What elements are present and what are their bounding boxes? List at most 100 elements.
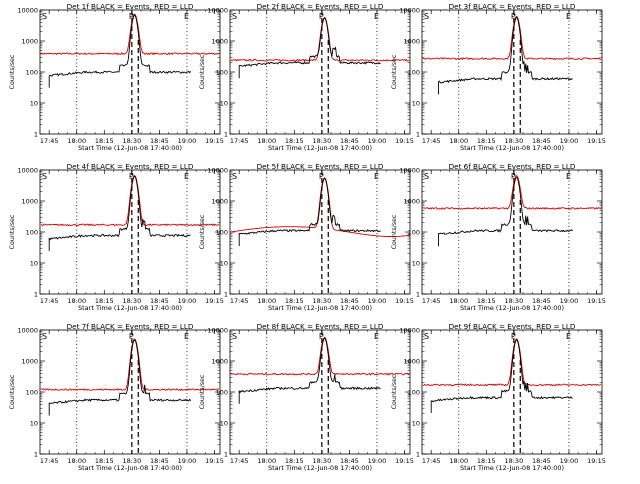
marker-label: E <box>566 12 571 21</box>
x-axis-label: Start Time (12-Jun-08 17:40:00) <box>78 304 182 312</box>
marker-label: S <box>42 172 47 181</box>
y-tick-label: 100 <box>408 389 420 397</box>
x-tick-label: 18:15 <box>95 297 114 305</box>
x-tick-label: 19:00 <box>178 297 197 305</box>
detector-panel: Det 5f BLACK = Events, RED = LLD 1 10 100 10… <box>199 162 414 312</box>
x-tick-label: 18:00 <box>257 297 276 305</box>
events-series-line <box>238 17 381 79</box>
panel-title: Det 5f BLACK = Events, RED = LLD <box>257 162 384 171</box>
y-tick-label: 10 <box>412 260 420 268</box>
x-tick-label: 17:45 <box>40 457 59 465</box>
x-tick-label: 19:15 <box>395 297 414 305</box>
y-tick-label: 10 <box>30 260 38 268</box>
y-tick-label: 10 <box>412 100 420 108</box>
x-tick-label: 19:15 <box>587 297 606 305</box>
detector-panel: Det 6f BLACK = Events, RED = LLD 1 10 100 10… <box>391 162 606 312</box>
marker-label: S <box>424 12 429 21</box>
x-tick-label: 18:30 <box>122 137 141 145</box>
x-tick-label: 18:15 <box>285 457 304 465</box>
y-tick-label: 100 <box>408 69 420 77</box>
y-tick-label: 10000 <box>207 327 228 335</box>
x-axis-label: Start Time (12-Jun-08 17:40:00) <box>78 464 182 472</box>
x-tick-label: 18:15 <box>477 297 496 305</box>
y-axis-label: Counts/sec <box>9 214 16 249</box>
x-tick-label: 18:45 <box>150 457 169 465</box>
x-tick-label: 18:00 <box>257 457 276 465</box>
detector-panel: Det 7f BLACK = Events, RED = LLD 1 10 100 10… <box>9 322 224 472</box>
marker-label: E <box>184 332 189 341</box>
marker-label: P <box>129 12 134 21</box>
y-tick-label: 10 <box>220 100 228 108</box>
y-tick-label: 10000 <box>399 327 420 335</box>
y-tick-label: 100 <box>26 69 38 77</box>
x-tick-label: 18:45 <box>532 297 551 305</box>
marker-label: E <box>566 172 571 181</box>
x-tick-label: 19:15 <box>205 457 224 465</box>
marker-label: P <box>319 12 324 21</box>
x-tick-label: 17:45 <box>422 137 441 145</box>
x-tick-label: 18:30 <box>312 137 331 145</box>
marker-label: P <box>319 172 324 181</box>
x-tick-label: 19:15 <box>587 137 606 145</box>
detector-panel: Det 8f BLACK = Events, RED = LLD 1 10 100 10… <box>199 322 414 472</box>
y-tick-label: 100 <box>216 389 228 397</box>
x-tick-label: 17:45 <box>422 457 441 465</box>
detector-panel: Det 9f BLACK = Events, RED = LLD 1 10 100 10… <box>391 322 606 472</box>
marker-label: P <box>319 332 324 341</box>
detector-panel: Det 1f BLACK = Events, RED = LLD 1 10 100 10… <box>9 2 224 152</box>
y-tick-label: 1000 <box>403 38 420 46</box>
y-tick-label: 10000 <box>399 167 420 175</box>
x-tick-label: 19:15 <box>587 457 606 465</box>
y-axis-label: Counts/sec <box>391 54 398 89</box>
detector-panel: Det 3f BLACK = Events, RED = LLD 1 10 100 10… <box>391 2 606 152</box>
x-tick-label: 18:30 <box>504 137 523 145</box>
y-tick-label: 10 <box>220 260 228 268</box>
lld-series-line <box>422 338 602 387</box>
x-tick-label: 17:45 <box>230 457 249 465</box>
panel-title: Det 7f BLACK = Events, RED = LLD <box>67 322 194 331</box>
x-tick-label: 18:00 <box>257 137 276 145</box>
x-tick-label: 18:15 <box>285 137 304 145</box>
x-tick-label: 18:30 <box>504 297 523 305</box>
x-tick-label: 19:00 <box>560 137 579 145</box>
marker-label: S <box>232 12 237 21</box>
panel-title: Det 6f BLACK = Events, RED = LLD <box>449 162 576 171</box>
x-tick-label: 19:00 <box>368 297 387 305</box>
y-tick-label: 1 <box>416 451 420 459</box>
y-tick-label: 1 <box>224 451 228 459</box>
y-tick-label: 10000 <box>207 167 228 175</box>
y-tick-label: 1 <box>224 131 228 139</box>
marker-label: S <box>42 12 47 21</box>
x-tick-label: 18:45 <box>340 457 359 465</box>
y-axis-label: Counts/sec <box>199 54 206 89</box>
events-series-line <box>438 176 573 247</box>
plot-frame <box>229 9 411 135</box>
x-tick-label: 18:45 <box>340 297 359 305</box>
y-tick-label: 1000 <box>211 38 228 46</box>
x-tick-label: 18:00 <box>67 137 86 145</box>
marker-label: E <box>374 172 379 181</box>
y-tick-label: 1000 <box>21 38 38 46</box>
marker-label: P <box>511 172 516 181</box>
y-tick-label: 1000 <box>211 198 228 206</box>
marker-label: P <box>511 332 516 341</box>
x-tick-label: 19:00 <box>178 137 197 145</box>
events-series-line <box>238 337 381 404</box>
panel-title: Det 4f BLACK = Events, RED = LLD <box>67 162 194 171</box>
x-axis-label: Start Time (12-Jun-08 17:40:00) <box>460 464 564 472</box>
lld-series-line <box>422 174 602 210</box>
x-tick-label: 18:30 <box>504 457 523 465</box>
y-tick-label: 10000 <box>399 7 420 15</box>
x-tick-label: 18:30 <box>122 297 141 305</box>
x-tick-label: 19:00 <box>178 457 197 465</box>
plot-frame <box>421 9 603 135</box>
events-series-line <box>438 16 573 95</box>
x-axis-label: Start Time (12-Jun-08 17:40:00) <box>268 144 372 152</box>
x-tick-label: 18:15 <box>477 457 496 465</box>
marker-label: E <box>374 12 379 21</box>
events-series-line <box>238 177 381 247</box>
marker-label: P <box>511 12 516 21</box>
x-tick-label: 19:15 <box>395 457 414 465</box>
y-tick-label: 1000 <box>211 358 228 366</box>
